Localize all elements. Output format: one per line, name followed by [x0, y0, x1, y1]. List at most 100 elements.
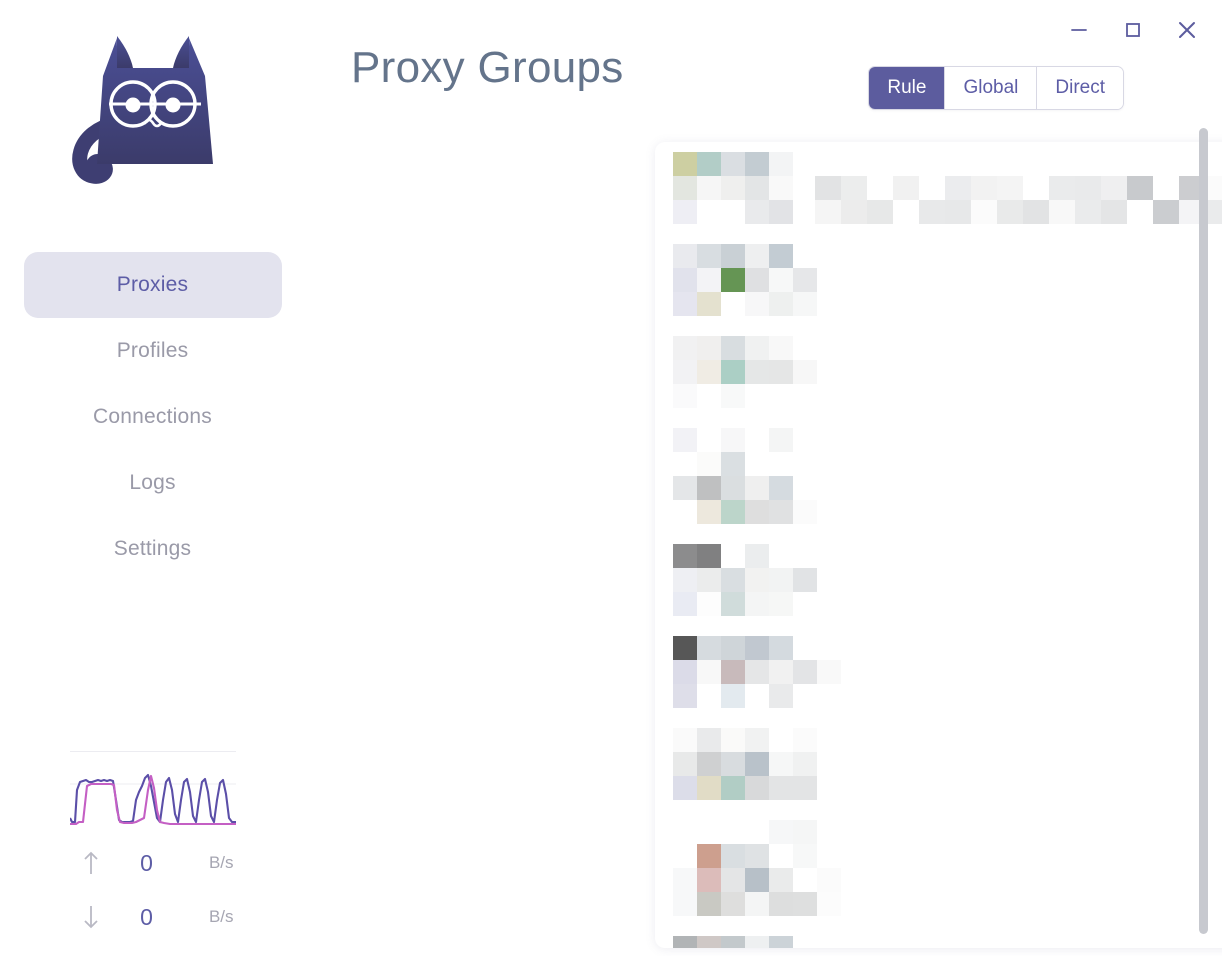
redaction-cell [721, 268, 745, 292]
redaction-cell [769, 568, 793, 592]
page-scrollbar-thumb[interactable] [1199, 128, 1208, 934]
sidebar-item-connections[interactable]: Connections [24, 384, 282, 450]
redaction-cell [745, 684, 769, 708]
redaction-cell [1127, 176, 1153, 200]
proxy-group-row[interactable] [655, 626, 1222, 718]
redaction-mosaic-row [673, 476, 1222, 500]
redaction-cell [1049, 176, 1075, 200]
page-header: Proxy Groups [351, 0, 1222, 136]
redaction-cell [673, 752, 697, 776]
proxy-group-row[interactable] [655, 234, 1222, 326]
redaction-mosaic-row [673, 776, 1222, 800]
close-icon [1175, 18, 1199, 42]
mode-button-direct[interactable]: Direct [1037, 67, 1123, 109]
proxy-group-row[interactable]: DIRECT [655, 926, 1222, 948]
traffic-divider [69, 751, 236, 752]
redaction-cell [815, 176, 841, 200]
page-scrollbar-track[interactable] [1199, 0, 1216, 956]
redaction-cell [673, 360, 697, 384]
redaction-cell [793, 728, 817, 752]
redaction-cell [721, 752, 745, 776]
redaction-cell [721, 936, 745, 948]
redaction-cell [673, 476, 697, 500]
mode-button-label: Rule [887, 77, 927, 98]
redaction-cell [697, 500, 721, 524]
redaction-cell [673, 892, 697, 916]
proxy-group-row[interactable] [655, 326, 1222, 418]
redaction-cell [769, 544, 793, 568]
redaction-cell [745, 568, 769, 592]
redaction-cell [769, 776, 793, 800]
proxy-group-redacted-name [655, 428, 1222, 524]
redaction-cell [793, 776, 817, 800]
redaction-mosaic-row [673, 844, 1222, 868]
upload-speed-unit: B/s [208, 853, 234, 872]
minimize-button[interactable] [1052, 7, 1106, 53]
proxy-group-redacted-name [655, 820, 1222, 916]
sidebar-item-label: Profiles [116, 339, 189, 362]
close-button[interactable] [1160, 7, 1214, 53]
redaction-cell [673, 636, 697, 660]
redaction-cell [793, 452, 817, 476]
proxy-group-row[interactable] [655, 810, 1222, 926]
redaction-cell [769, 452, 793, 476]
redaction-cell [793, 500, 817, 524]
redaction-cell [673, 152, 697, 176]
redaction-cell [793, 336, 817, 360]
sidebar-item-proxies[interactable]: Proxies [23, 252, 282, 318]
sidebar-item-settings[interactable]: Settings [24, 516, 282, 582]
redaction-cell [673, 200, 697, 224]
sidebar-item-logs[interactable]: Logs [24, 450, 282, 516]
proxy-group-row[interactable] [655, 718, 1222, 810]
redaction-cell [697, 936, 721, 948]
redaction-mosaic-row [673, 152, 1222, 176]
redaction-cell [815, 200, 841, 224]
redaction-cell [745, 544, 769, 568]
redaction-cell [745, 176, 769, 200]
redaction-cell [793, 636, 817, 660]
sidebar-item-label: Logs [129, 471, 176, 494]
sidebar-item-label: Settings [113, 537, 192, 560]
redaction-mosaic-row [673, 660, 1222, 684]
maximize-button[interactable] [1106, 7, 1160, 53]
redaction-cell [721, 776, 745, 800]
arrow-down-icon [74, 904, 108, 930]
redaction-cell [793, 428, 817, 452]
redaction-cell [793, 176, 817, 200]
redaction-cell [745, 476, 769, 500]
redaction-cell [769, 892, 793, 916]
redaction-cell [997, 200, 1023, 224]
redaction-mosaic-row [673, 568, 1222, 592]
proxy-groups-list: DIRECT [655, 142, 1222, 948]
redaction-mosaic-row [673, 336, 1222, 360]
redaction-cell [745, 636, 769, 660]
redaction-cell [697, 636, 721, 660]
redaction-cell [997, 176, 1023, 200]
redaction-cell [769, 500, 793, 524]
mode-button-global[interactable]: Global [945, 67, 1038, 109]
redaction-cell [945, 176, 971, 200]
redaction-cell [697, 568, 721, 592]
sidebar-item-profiles[interactable]: Profiles [24, 318, 282, 384]
redaction-cell [721, 152, 745, 176]
redaction-cell [697, 544, 721, 568]
redaction-cell [745, 336, 769, 360]
redaction-cell [769, 384, 793, 408]
redaction-cell [673, 844, 697, 868]
redaction-cell [793, 820, 817, 844]
redaction-cell [841, 200, 867, 224]
mode-button-rule[interactable]: Rule [869, 67, 946, 109]
proxy-group-row[interactable] [655, 418, 1222, 534]
redaction-cell [769, 820, 793, 844]
traffic-widget: 0 B/s 0 B/s [68, 751, 238, 944]
redaction-cell [745, 452, 769, 476]
redaction-mosaic-row [673, 592, 1222, 616]
redaction-cell [793, 544, 817, 568]
redaction-cell [721, 384, 745, 408]
proxy-group-row[interactable] [655, 534, 1222, 626]
redaction-cell [673, 544, 697, 568]
proxy-group-row[interactable] [655, 142, 1222, 234]
redaction-cell [745, 152, 769, 176]
redaction-cell [745, 752, 769, 776]
redaction-cell [971, 200, 997, 224]
